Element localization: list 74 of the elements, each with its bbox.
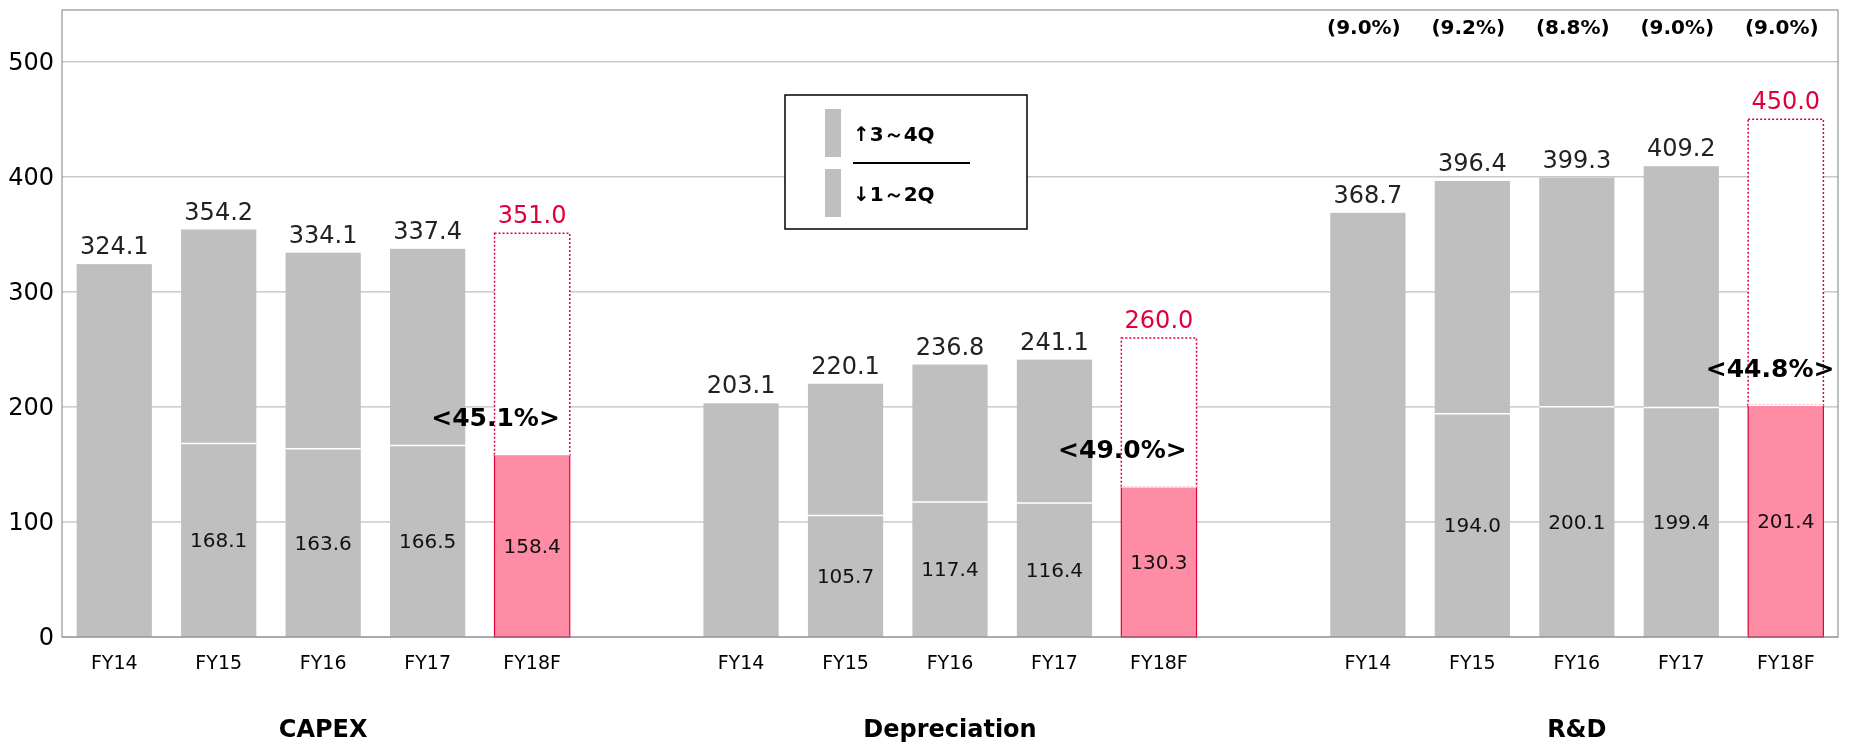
x-tick-label: FY18F	[503, 651, 561, 673]
text: Depreciation	[863, 715, 1037, 743]
total-label: 334.1	[288, 220, 358, 249]
data-label: 200.1	[1548, 509, 1606, 534]
data-label: 199.4	[1652, 510, 1710, 535]
total-label: 351.0	[497, 201, 567, 230]
x-tick-label: FY17	[1031, 651, 1078, 673]
bar	[912, 364, 988, 502]
x-tick-label: FY15	[1448, 651, 1496, 673]
annotation: <45.1%>	[431, 403, 560, 433]
total-label: 324.1	[79, 232, 149, 261]
legend-label: ↑3～4Q	[853, 122, 935, 146]
annotation: <44.8%>	[1705, 353, 1835, 383]
total-label: 337.4	[393, 216, 463, 245]
total-label: 354.2	[184, 197, 254, 226]
y-tick-label: 400	[8, 162, 54, 191]
y-tick-label: 100	[8, 507, 54, 536]
data-label: 117.4	[921, 557, 979, 582]
x-tick-label: FY15	[195, 651, 243, 673]
bar	[1434, 413, 1510, 637]
data-label: 158.4	[503, 533, 561, 558]
bar	[1434, 180, 1510, 414]
data-label: 116.4	[1025, 558, 1084, 583]
data-label: 168.1	[190, 528, 248, 553]
annotation: (9.2%)	[1431, 15, 1506, 39]
data-label: 105.7	[816, 564, 875, 589]
total-label: 409.2	[1646, 134, 1716, 163]
y-tick-label: 0	[38, 623, 54, 651]
y-tick-label: 500	[8, 47, 54, 76]
bar	[285, 448, 361, 637]
y-tick-label: 300	[8, 277, 54, 306]
annotation: <49.0%>	[1058, 435, 1187, 465]
bar	[285, 252, 361, 449]
x-tick-label: FY16	[926, 651, 974, 673]
bar	[1539, 177, 1615, 407]
data-label: 163.6	[294, 530, 352, 555]
total-label: 220.1	[811, 351, 880, 380]
data-label: 201.4	[1757, 509, 1815, 534]
x-tick-label: FY17	[404, 651, 452, 673]
total-label: 260.0	[1124, 305, 1194, 334]
annotation: (8.8%)	[1535, 15, 1610, 39]
data-label: 194.0	[1443, 513, 1501, 538]
text: CAPEX	[278, 715, 368, 743]
y-tick-label: 200	[8, 392, 54, 421]
bar	[76, 264, 152, 637]
x-tick-label: FY16	[299, 651, 347, 673]
x-tick-label: FY18F	[1756, 651, 1815, 673]
bar	[1016, 503, 1093, 637]
x-tick-label: FY14	[1344, 651, 1392, 673]
total-label: 450.0	[1751, 87, 1821, 116]
total-label: 203.1	[706, 371, 776, 400]
bar	[1330, 212, 1406, 637]
bar	[1539, 406, 1615, 637]
data-label: 130.3	[1130, 550, 1188, 575]
x-tick-label: FY15	[822, 651, 869, 673]
total-label: 396.4	[1437, 148, 1507, 177]
bar	[912, 501, 988, 637]
x-tick-label: FY14	[717, 651, 765, 673]
bar	[703, 403, 779, 637]
data-label: 166.5	[399, 529, 457, 554]
x-tick-label: FY17	[1657, 651, 1705, 673]
x-tick-label: FY16	[1553, 651, 1601, 673]
annotation: (9.0%)	[1327, 15, 1401, 39]
legend-label: ↓1～2Q	[853, 182, 935, 206]
annotation: (9.0%)	[1744, 15, 1819, 39]
total-label: 236.8	[915, 332, 985, 361]
total-label: 241.1	[1020, 327, 1089, 356]
total-label: 399.3	[1542, 145, 1612, 174]
x-tick-label: FY14	[90, 651, 138, 673]
text: R&D	[1547, 715, 1607, 743]
x-tick-label: FY18F	[1130, 651, 1188, 673]
total-label: 368.7	[1333, 180, 1403, 209]
bar	[1120, 486, 1198, 638]
annotation: (9.0%)	[1640, 15, 1715, 39]
